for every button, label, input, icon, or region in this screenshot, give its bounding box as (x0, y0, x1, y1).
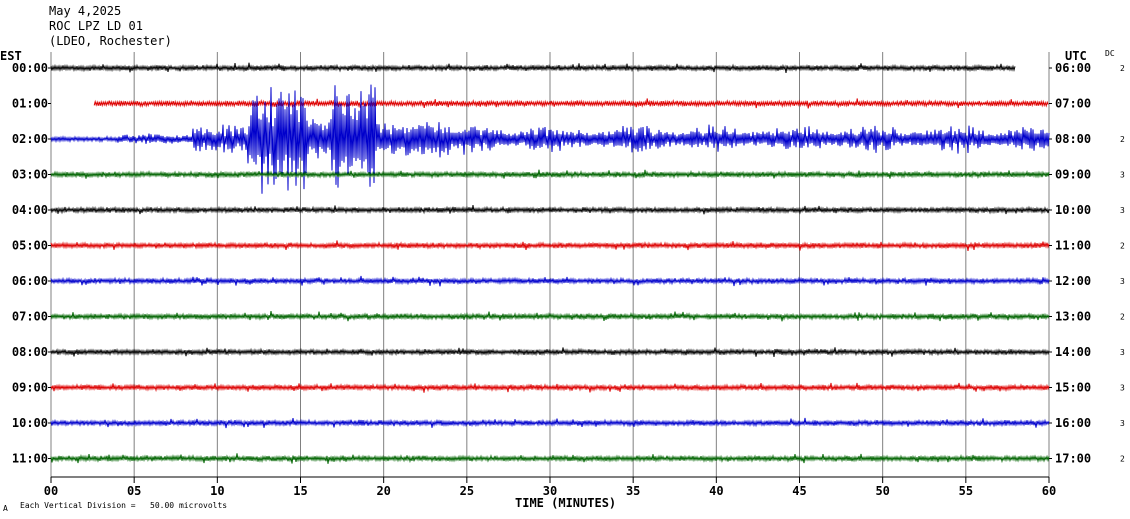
header-network: (LDEO, Rochester) (49, 34, 172, 48)
dc-value: 2 (1120, 455, 1125, 464)
dc-value: 2 (1120, 313, 1125, 322)
utc-tick-label: 10:00 (1055, 203, 1091, 217)
utc-tick-label: 13:00 (1055, 310, 1091, 324)
trace-0200 (50, 84, 1050, 194)
utc-tick-label: 14:00 (1055, 345, 1091, 359)
x-tick-label-20: 20 (376, 484, 390, 498)
dc-value: 3 (1120, 206, 1125, 215)
est-tick-label: 02:00 (12, 132, 48, 146)
est-tick-label: 11:00 (12, 452, 48, 466)
dc-value: 2 (1120, 135, 1125, 144)
est-tick-label: 04:00 (12, 203, 48, 217)
x-tick-label-30: 30 (543, 484, 557, 498)
est-tick-label: 07:00 (12, 310, 48, 324)
trace-0900 (50, 382, 1050, 393)
dc-value: 2 (1120, 242, 1125, 251)
x-tick-label-10: 10 (210, 484, 224, 498)
utc-tick-label: 16:00 (1055, 416, 1091, 430)
dc-value: 3 (1120, 384, 1125, 393)
dc-label: DC (1105, 49, 1115, 58)
utc-tick-label: 07:00 (1055, 97, 1091, 111)
corner-mark: A (3, 504, 8, 513)
est-tick-label: 05:00 (12, 239, 48, 253)
utc-tick-label: 09:00 (1055, 168, 1091, 182)
dc-value: 3 (1120, 348, 1125, 357)
est-tick-label: 09:00 (12, 381, 48, 395)
trace-1100 (50, 453, 1050, 464)
axis-labels: 00 05 10 15 20 25 30 35 40 45 50 55 60 00:00 06:00 2 01:… (12, 61, 1125, 498)
trace-0400 (50, 205, 1050, 215)
x-tick-label-15: 15 (293, 484, 307, 498)
x-tick-label-05: 05 (127, 484, 141, 498)
est-tick-label: 06:00 (12, 274, 48, 288)
utc-tick-label: 06:00 (1055, 61, 1091, 75)
x-tick-label-55: 55 (959, 484, 973, 498)
x-tick-label-50: 50 (875, 484, 889, 498)
est-tick-label: 08:00 (12, 345, 48, 359)
header-station: ROC LPZ LD 01 (49, 19, 143, 33)
utc-label: UTC (1065, 49, 1087, 63)
x-tick-label-00: 00 (44, 484, 58, 498)
trace-0000 (50, 62, 1016, 73)
x-tick-label-45: 45 (792, 484, 806, 498)
scale-note: Each Vertical Division = 50.00 microvolt… (20, 501, 227, 510)
dc-value: 3 (1120, 171, 1125, 180)
utc-tick-label: 11:00 (1055, 239, 1091, 253)
trace-0800 (50, 347, 1050, 357)
trace-0500 (50, 240, 1050, 251)
trace-0700 (50, 311, 1050, 322)
dc-value: 3 (1120, 277, 1125, 286)
x-axis-title: TIME (MINUTES) (515, 496, 616, 510)
x-tick-label-35: 35 (626, 484, 640, 498)
header-date: May 4,2025 (49, 4, 122, 18)
grid-lines (48, 52, 1052, 483)
est-tick-label: 01:00 (12, 97, 48, 111)
est-tick-label: 03:00 (12, 168, 48, 182)
est-label: EST (0, 49, 22, 63)
est-tick-label: 10:00 (12, 416, 48, 430)
est-tick-label: 00:00 (12, 61, 48, 75)
trace-0300 (50, 169, 1050, 180)
trace-0100 (93, 98, 1049, 109)
utc-tick-label: 12:00 (1055, 274, 1091, 288)
trace-1000 (50, 417, 1050, 429)
utc-tick-label: 08:00 (1055, 132, 1091, 146)
trace-0600 (50, 275, 1050, 287)
utc-tick-label: 15:00 (1055, 381, 1091, 395)
dc-value: 3 (1120, 419, 1125, 428)
x-tick-label-40: 40 (709, 484, 723, 498)
seismic-traces (50, 62, 1050, 464)
dc-value: 2 (1120, 64, 1125, 73)
x-tick-label-25: 25 (460, 484, 474, 498)
x-tick-label-60: 60 (1042, 484, 1056, 498)
utc-tick-label: 17:00 (1055, 452, 1091, 466)
